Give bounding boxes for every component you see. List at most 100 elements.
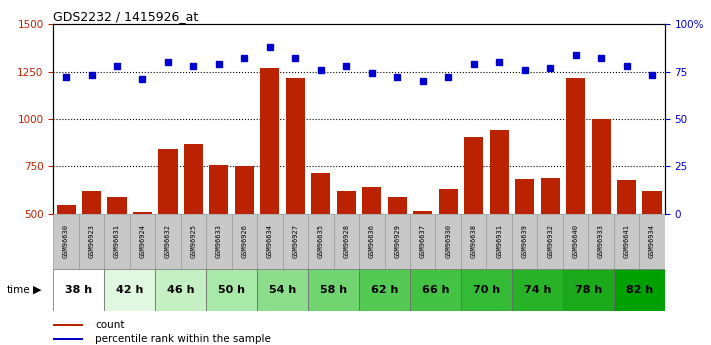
Bar bbox=[308, 269, 359, 310]
Bar bbox=[413, 211, 432, 309]
Bar bbox=[257, 214, 283, 269]
Text: time: time bbox=[7, 285, 31, 295]
Bar bbox=[181, 214, 206, 269]
Text: 82 h: 82 h bbox=[626, 285, 653, 295]
Text: 58 h: 58 h bbox=[320, 285, 347, 295]
Text: GSM96927: GSM96927 bbox=[292, 225, 299, 258]
Text: 50 h: 50 h bbox=[218, 285, 245, 295]
Text: GDS2232 / 1415926_at: GDS2232 / 1415926_at bbox=[53, 10, 198, 23]
Bar bbox=[566, 78, 585, 309]
Text: 70 h: 70 h bbox=[473, 285, 500, 295]
Text: GSM96634: GSM96634 bbox=[267, 225, 273, 258]
Text: GSM96931: GSM96931 bbox=[496, 225, 502, 258]
Bar bbox=[464, 137, 483, 309]
Text: GSM96635: GSM96635 bbox=[318, 225, 324, 258]
Text: GSM96636: GSM96636 bbox=[369, 225, 375, 258]
Bar bbox=[105, 269, 155, 310]
Text: GSM96637: GSM96637 bbox=[419, 225, 426, 258]
Bar bbox=[435, 214, 461, 269]
Bar bbox=[260, 68, 279, 309]
Text: GSM96929: GSM96929 bbox=[395, 225, 400, 258]
Bar bbox=[515, 179, 534, 309]
Text: GSM96631: GSM96631 bbox=[114, 225, 120, 258]
Bar bbox=[614, 214, 639, 269]
Bar bbox=[129, 214, 155, 269]
Bar bbox=[512, 269, 563, 310]
Bar bbox=[53, 214, 79, 269]
Bar bbox=[410, 214, 435, 269]
Bar bbox=[209, 165, 228, 309]
Text: GSM96933: GSM96933 bbox=[598, 225, 604, 258]
Text: 54 h: 54 h bbox=[269, 285, 296, 295]
Text: GSM96926: GSM96926 bbox=[242, 225, 247, 258]
Text: GSM96930: GSM96930 bbox=[445, 225, 451, 258]
Bar bbox=[133, 212, 152, 309]
Bar bbox=[439, 189, 458, 309]
Bar bbox=[563, 269, 614, 310]
Text: GSM96633: GSM96633 bbox=[216, 225, 222, 258]
Text: ▶: ▶ bbox=[33, 285, 42, 295]
Text: 66 h: 66 h bbox=[422, 285, 449, 295]
Text: GSM96934: GSM96934 bbox=[649, 225, 655, 258]
Bar bbox=[206, 214, 232, 269]
Bar bbox=[592, 119, 611, 309]
Bar bbox=[53, 269, 105, 310]
Text: 46 h: 46 h bbox=[167, 285, 195, 295]
Text: GSM96630: GSM96630 bbox=[63, 225, 69, 258]
Text: GSM96638: GSM96638 bbox=[471, 225, 476, 258]
Bar bbox=[362, 187, 381, 309]
Bar bbox=[359, 214, 385, 269]
Bar bbox=[159, 149, 178, 309]
Bar bbox=[643, 191, 662, 309]
Text: count: count bbox=[95, 320, 124, 330]
Bar bbox=[540, 178, 560, 309]
Bar bbox=[235, 166, 254, 309]
Bar bbox=[461, 214, 486, 269]
Bar bbox=[283, 214, 308, 269]
Bar bbox=[232, 214, 257, 269]
Bar bbox=[184, 144, 203, 309]
Text: GSM96923: GSM96923 bbox=[89, 225, 95, 258]
Bar bbox=[53, 324, 82, 326]
Bar bbox=[337, 191, 356, 309]
Bar bbox=[311, 173, 331, 309]
Text: 62 h: 62 h bbox=[371, 285, 398, 295]
Bar bbox=[308, 214, 333, 269]
Bar bbox=[82, 191, 101, 309]
Text: GSM96928: GSM96928 bbox=[343, 225, 349, 258]
Bar bbox=[257, 269, 308, 310]
Text: 74 h: 74 h bbox=[524, 285, 551, 295]
Bar bbox=[107, 197, 127, 309]
Text: GSM96932: GSM96932 bbox=[547, 225, 553, 258]
Bar bbox=[490, 130, 509, 309]
Bar bbox=[359, 269, 410, 310]
Bar bbox=[333, 214, 359, 269]
Bar bbox=[512, 214, 538, 269]
Bar bbox=[387, 197, 407, 309]
Bar bbox=[563, 214, 589, 269]
Bar bbox=[617, 180, 636, 309]
Bar bbox=[206, 269, 257, 310]
Bar bbox=[486, 214, 512, 269]
Bar bbox=[155, 269, 206, 310]
Bar bbox=[53, 337, 82, 340]
Bar bbox=[589, 214, 614, 269]
Bar bbox=[56, 205, 75, 309]
Text: 78 h: 78 h bbox=[574, 285, 602, 295]
Bar bbox=[614, 269, 665, 310]
Bar bbox=[410, 269, 461, 310]
Text: percentile rank within the sample: percentile rank within the sample bbox=[95, 334, 271, 344]
Bar bbox=[286, 78, 305, 309]
Bar bbox=[461, 269, 512, 310]
Bar bbox=[538, 214, 563, 269]
Bar bbox=[639, 214, 665, 269]
Text: 42 h: 42 h bbox=[116, 285, 144, 295]
Bar bbox=[79, 214, 105, 269]
Text: GSM96641: GSM96641 bbox=[624, 225, 629, 258]
Text: GSM96925: GSM96925 bbox=[191, 225, 196, 258]
Text: GSM96924: GSM96924 bbox=[139, 225, 146, 258]
Text: 38 h: 38 h bbox=[65, 285, 92, 295]
Text: GSM96640: GSM96640 bbox=[572, 225, 579, 258]
Text: GSM96639: GSM96639 bbox=[522, 225, 528, 258]
Text: GSM96632: GSM96632 bbox=[165, 225, 171, 258]
